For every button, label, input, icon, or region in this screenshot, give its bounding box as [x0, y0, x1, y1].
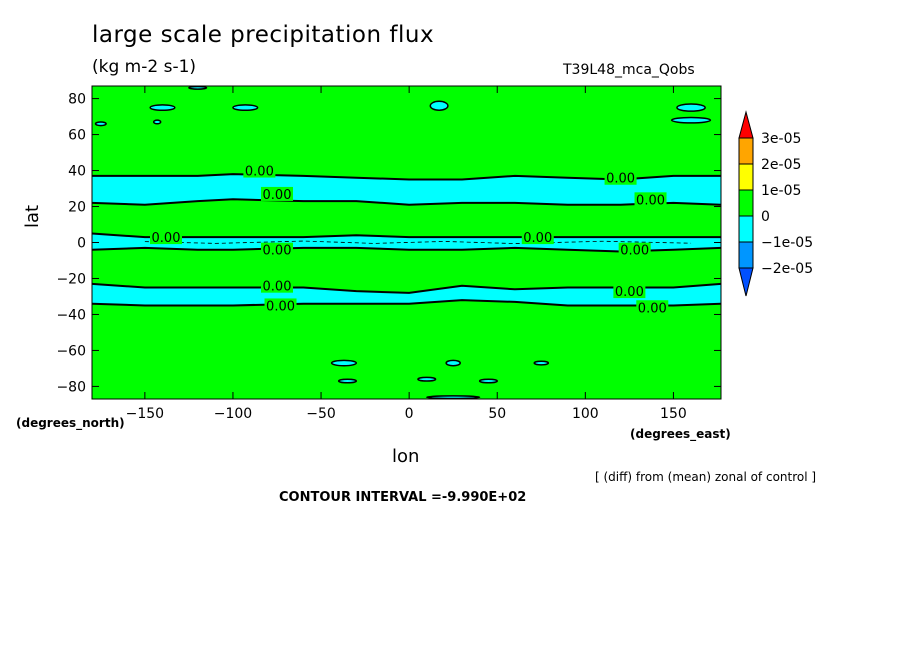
- x-tick-label-7: 150: [660, 406, 687, 422]
- colorbar-box-2: [738, 163, 754, 191]
- contour-interval: CONTOUR INTERVAL =-9.990E+02: [279, 490, 527, 505]
- polar-feature-3: [152, 119, 162, 125]
- contour-label-bg-7: [521, 230, 554, 245]
- contour-label-bg-1: [243, 163, 276, 178]
- polar-feature-1: [149, 104, 176, 112]
- chart-title: large scale precipitation flux: [92, 22, 435, 48]
- contour-label-bg-2: [261, 186, 293, 201]
- contour-label-2: 0.00: [263, 188, 292, 203]
- x-tick-label-6: 100: [572, 406, 599, 422]
- diff-note: [ (diff) from (mean) zonal of control ]: [595, 470, 817, 484]
- contour-label-12: 0.00: [638, 301, 667, 316]
- polar-feature-4: [429, 100, 449, 112]
- x-axis-label: lon: [392, 446, 420, 467]
- x-tick-label-1: −150: [126, 406, 164, 422]
- polar-feature-2: [232, 104, 259, 112]
- y-tick-label-4: 20: [68, 200, 86, 216]
- contour-label-1: 0.00: [245, 165, 274, 180]
- colorbar-label-4: 0: [761, 209, 770, 225]
- polar-feature-7: [330, 359, 358, 367]
- y-tick-label-9: −80: [56, 379, 86, 395]
- equatorial-dashed-contour: [144, 240, 692, 244]
- contour-line-south-1: [91, 198, 722, 206]
- colorbar-box-1: [738, 137, 754, 165]
- y-tick-label-6: −20: [56, 271, 86, 287]
- polar-feature-6: [670, 116, 712, 124]
- polar-feature-10: [337, 378, 358, 384]
- y-axis-units: (degrees_north): [16, 416, 125, 430]
- x-tick-label-4: 0: [405, 406, 414, 422]
- colorbar-label-5: −1e-05: [761, 235, 813, 251]
- x-axis-units: (degrees_east): [630, 427, 731, 441]
- contour-label-bg-6: [261, 242, 293, 257]
- colorbar-bottom-arrow: [738, 267, 754, 297]
- y-tick-label-8: −60: [56, 343, 86, 359]
- run-label: T39L48_mca_Qobs: [563, 62, 695, 78]
- contour-label-bg-10: [264, 298, 297, 313]
- colorbar-label-1: 3e-05: [761, 131, 801, 147]
- colorbar-top-arrow: [738, 110, 754, 139]
- negative-band-3: [92, 283, 721, 306]
- contour-label-bg-11: [613, 284, 646, 299]
- negative-band-1: [92, 174, 721, 205]
- polar-feature-5: [676, 103, 706, 112]
- contour-label-bg-8: [618, 242, 651, 257]
- contour-label-bg-4: [634, 192, 667, 207]
- contour-label-10: 0.00: [266, 299, 295, 314]
- polar-feature-9: [533, 360, 550, 366]
- contour-label-6: 0.00: [263, 244, 292, 259]
- polar-feature-15: [94, 121, 107, 127]
- contour-label-5: 0.00: [152, 231, 181, 246]
- colorbar-label-3: 1e-05: [761, 183, 801, 199]
- polar-feature-11: [417, 376, 437, 382]
- contour-line-south-3: [91, 299, 722, 307]
- y-tick-label-5: 0: [77, 236, 86, 252]
- y-tick-label-2: 60: [68, 128, 86, 144]
- colorbar-label-6: −2e-05: [761, 261, 813, 277]
- contour-label-9: 0.00: [263, 280, 292, 295]
- contour-label-3: 0.00: [606, 172, 635, 187]
- x-tick-label-2: −100: [214, 406, 252, 422]
- colorbar-box-3: [738, 189, 754, 217]
- colorbar-box-5: [738, 241, 754, 269]
- colorbar-box-4: [738, 215, 754, 243]
- polar-feature-8: [445, 359, 461, 367]
- contour-label-8: 0.00: [620, 244, 649, 259]
- x-tick-label-3: −50: [306, 406, 336, 422]
- polar-feature-14: [426, 395, 481, 400]
- y-tick-label-7: −40: [56, 307, 86, 323]
- chart-units: (kg m-2 s-1): [92, 57, 197, 77]
- contour-label-bg-9: [261, 278, 293, 293]
- contour-label-bg-12: [636, 300, 669, 315]
- y-tick-label-3: 40: [68, 164, 86, 180]
- contour-label-11: 0.00: [615, 285, 644, 300]
- contour-label-4: 0.00: [636, 193, 665, 208]
- y-tick-label-1: 80: [68, 92, 86, 108]
- contour-line-north-2: [91, 232, 721, 239]
- x-tick-label-5: 50: [488, 406, 506, 422]
- contour-label-bg-5: [150, 230, 182, 245]
- contour-label-bg-3: [604, 170, 637, 185]
- colorbar-label-2: 2e-05: [761, 157, 801, 173]
- contour-label-7: 0.00: [523, 231, 552, 246]
- polar-feature-13: [188, 85, 208, 90]
- polar-feature-12: [478, 378, 498, 384]
